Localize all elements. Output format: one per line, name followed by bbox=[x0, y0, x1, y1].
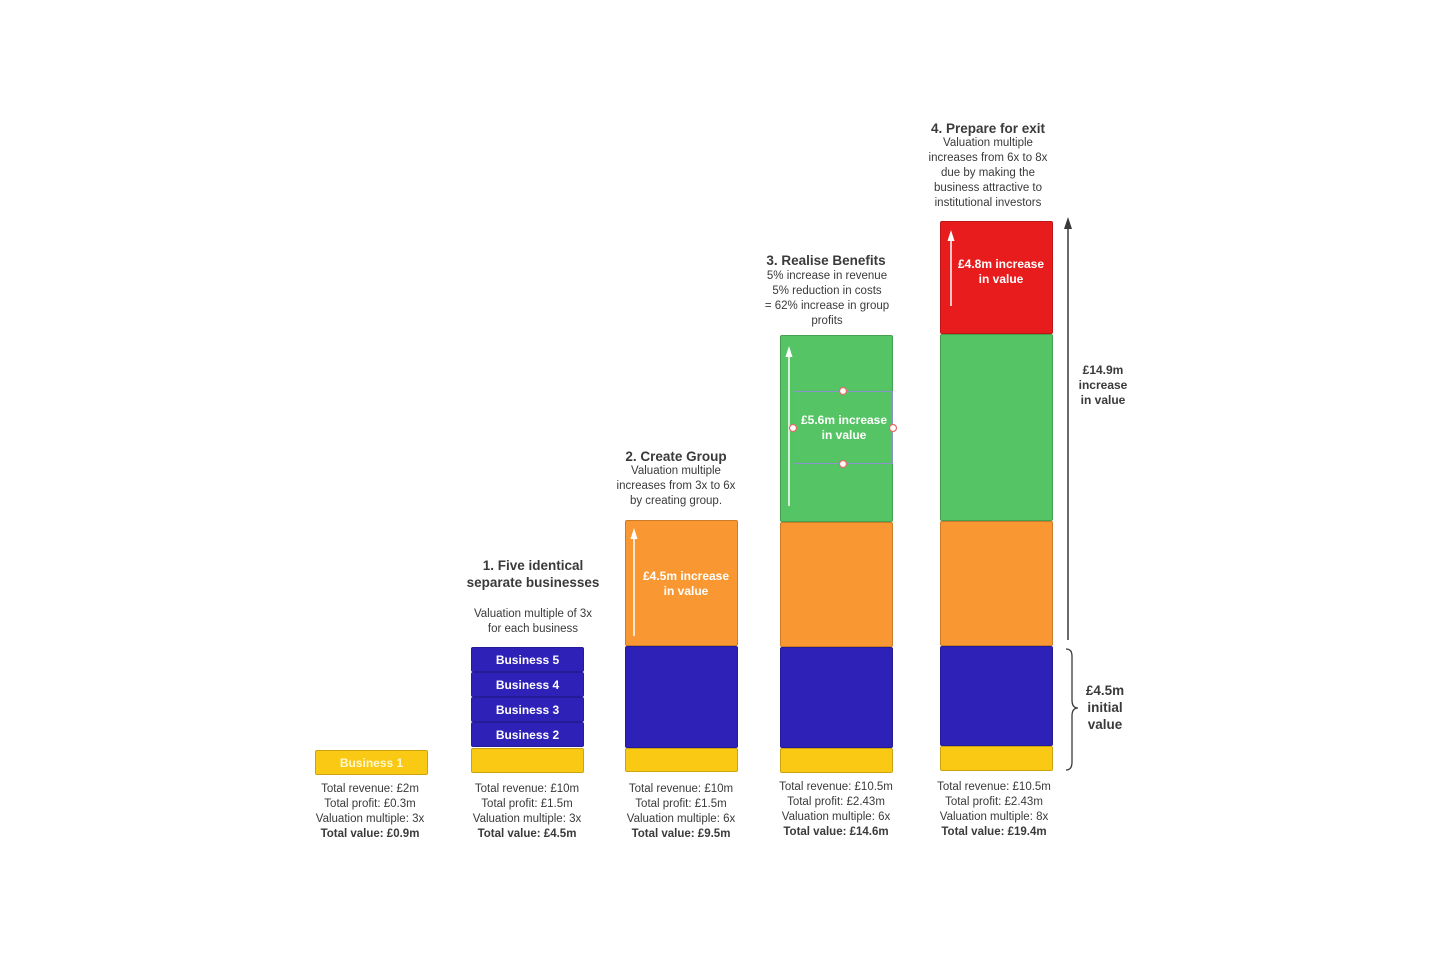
initial-value-label: £4.5m initial value bbox=[1085, 683, 1125, 732]
stage3-blue-block bbox=[780, 647, 893, 748]
stage3-heading: 3. Realise Benefits bbox=[766, 253, 886, 268]
business-2-label: Business 2 bbox=[495, 727, 560, 742]
stage4-blue-block bbox=[940, 646, 1053, 746]
business-5-label: Business 5 bbox=[495, 652, 560, 667]
stage1-multiple: Valuation multiple: 3x bbox=[472, 813, 582, 825]
stage2-heading: 2. Create Group bbox=[625, 449, 727, 464]
stage4-description: Valuation multiple increases from 6x to … bbox=[928, 137, 1048, 209]
business-5-block: Business 5 bbox=[471, 647, 584, 672]
stage1-base-block bbox=[471, 748, 584, 773]
stage0-multiple: Valuation multiple: 3x bbox=[315, 813, 425, 825]
stage3-revenue: Total revenue: £10.5m bbox=[779, 781, 893, 793]
business-3-label: Business 3 bbox=[495, 702, 560, 717]
business-1-block: Business 1 bbox=[315, 750, 428, 775]
stage2-profit: Total profit: £1.5m bbox=[635, 798, 727, 810]
stage3-total-value: Total value: £14.6m bbox=[783, 826, 889, 838]
stage4-up-arrow-icon bbox=[947, 230, 955, 306]
stage2-multiple: Valuation multiple: 6x bbox=[626, 813, 736, 825]
stage4-revenue: Total revenue: £10.5m bbox=[937, 781, 1051, 793]
stage1-revenue: Total revenue: £10m bbox=[474, 783, 580, 795]
stage1-profit: Total profit: £1.5m bbox=[481, 798, 573, 810]
stage3-yellow-block bbox=[780, 748, 893, 773]
business-4-block: Business 4 bbox=[471, 672, 584, 697]
stage2-orange-block: £4.5m increase in value bbox=[625, 520, 738, 646]
stage4-heading: 4. Prepare for exit bbox=[930, 121, 1046, 136]
stage1-stats: Total revenue: £10m Total profit: £1.5m … bbox=[452, 782, 602, 842]
business-3-block: Business 3 bbox=[471, 697, 584, 722]
stage4-increase-label: £4.8m increase in value bbox=[957, 257, 1045, 286]
stage0-revenue: Total revenue: £2m bbox=[321, 783, 419, 795]
stage3-stats: Total revenue: £10.5m Total profit: £2.4… bbox=[760, 780, 912, 840]
stage2-description: Valuation multiple increases from 3x to … bbox=[616, 465, 736, 507]
stage2-yellow-block bbox=[625, 748, 738, 772]
stage4-yellow-block bbox=[940, 746, 1053, 771]
selection-handles-icon[interactable] bbox=[788, 386, 898, 469]
stage4-total-value: Total value: £19.4m bbox=[941, 826, 1047, 838]
stage2-up-arrow-icon bbox=[630, 528, 638, 636]
stage4-red-block: £4.8m increase in value bbox=[940, 221, 1053, 334]
stage2-increase-label: £4.5m increase in value bbox=[642, 569, 730, 598]
stage0-profit: Total profit: £0.3m bbox=[324, 798, 416, 810]
stage0-stats: Total revenue: £2m Total profit: £0.3m V… bbox=[295, 782, 445, 842]
stage1-total-value: Total value: £4.5m bbox=[477, 828, 577, 840]
total-increase-arrow-icon bbox=[1064, 217, 1072, 640]
stage1-description: Valuation multiple of 3x for each busine… bbox=[473, 608, 593, 635]
stage2-blue-block bbox=[625, 646, 738, 748]
stage0-total-value: Total value: £0.9m bbox=[320, 828, 420, 840]
stage3-multiple: Valuation multiple: 6x bbox=[781, 811, 891, 823]
initial-value-brace-icon bbox=[1065, 648, 1079, 771]
business-1-label: Business 1 bbox=[339, 755, 404, 770]
stage1-heading: 1. Five identical separate businesses bbox=[466, 558, 600, 590]
business-2-block: Business 2 bbox=[471, 722, 584, 747]
stage3-orange-block bbox=[780, 522, 893, 647]
stage2-revenue: Total revenue: £10m bbox=[628, 783, 734, 795]
stage2-stats: Total revenue: £10m Total profit: £1.5m … bbox=[605, 782, 757, 842]
stage2-total-value: Total value: £9.5m bbox=[631, 828, 731, 840]
stage3-green-block bbox=[780, 335, 893, 522]
stage4-profit: Total profit: £2.43m bbox=[945, 796, 1043, 808]
stage3-increase-label: £5.6m increase in value bbox=[800, 413, 888, 442]
stage4-green-block bbox=[940, 334, 1053, 521]
business-4-label: Business 4 bbox=[495, 677, 560, 692]
stage4-multiple: Valuation multiple: 8x bbox=[939, 811, 1049, 823]
stage4-orange-block bbox=[940, 521, 1053, 646]
stage4-stats: Total revenue: £10.5m Total profit: £2.4… bbox=[917, 780, 1071, 840]
stage3-profit: Total profit: £2.43m bbox=[787, 796, 885, 808]
stage3-description: 5% increase in revenue 5% reduction in c… bbox=[764, 270, 890, 327]
stage3-up-arrow-icon bbox=[785, 346, 793, 506]
total-increase-label: £14.9m increase in value bbox=[1078, 363, 1128, 407]
